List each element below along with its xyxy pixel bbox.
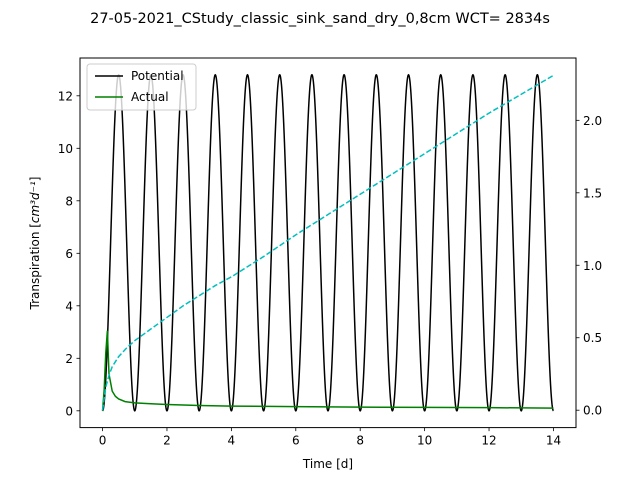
- x-tick-label: 0: [99, 434, 107, 448]
- y-axis-label-prefix: Transpiration [: [28, 223, 42, 310]
- y2-tick-label: 0.0: [583, 404, 602, 418]
- y-tick-label: 4: [65, 299, 73, 313]
- x-tick-label: 14: [546, 434, 561, 448]
- plot-frame: [79, 57, 577, 429]
- legend-label-potential: Potential: [131, 69, 184, 83]
- y-tick-label: 8: [65, 194, 73, 208]
- x-axis: 0 2 4 6 8 10 12 14: [99, 427, 561, 448]
- y2-tick-label: 2.0: [583, 114, 602, 128]
- y2-tick-label: 0.5: [583, 331, 602, 345]
- y-tick-label: 10: [58, 142, 73, 156]
- x-tick-label: 12: [481, 434, 496, 448]
- y-axis-right: 0.0 0.5 1.0 1.5 2.0: [576, 114, 602, 418]
- x-tick-label: 10: [417, 434, 432, 448]
- y-axis-label-suffix: ]: [28, 177, 42, 182]
- series-cumulative-line: [101, 74, 554, 411]
- y-tick-label: 2: [65, 352, 73, 366]
- y2-tick-label: 1.5: [583, 186, 602, 200]
- y2-tick-label: 1.0: [583, 259, 602, 273]
- y-tick-label: 6: [65, 247, 73, 261]
- y-axis-left: 0 2 4 6 8 10 12: [58, 89, 80, 418]
- x-tick-label: 6: [292, 434, 300, 448]
- plot-area: [101, 73, 554, 412]
- y-axis-label-units: cm³d⁻¹: [28, 181, 42, 223]
- x-tick-label: 4: [228, 434, 236, 448]
- y-tick-label: 12: [58, 89, 73, 103]
- chart-title: 27-05-2021_CStudy_classic_sink_sand_dry_…: [90, 11, 550, 27]
- legend-label-actual: Actual: [131, 90, 169, 104]
- series-actual-line: [101, 330, 554, 411]
- x-tick-label: 8: [356, 434, 364, 448]
- legend: Potential Actual: [86, 63, 197, 111]
- x-tick-label: 2: [163, 434, 171, 448]
- y-tick-label: 0: [65, 404, 73, 418]
- series-potential-line: [102, 73, 554, 412]
- y-axis-label: Transpiration [cm³d⁻¹]: [28, 177, 42, 311]
- x-axis-label: Time [d]: [302, 457, 353, 471]
